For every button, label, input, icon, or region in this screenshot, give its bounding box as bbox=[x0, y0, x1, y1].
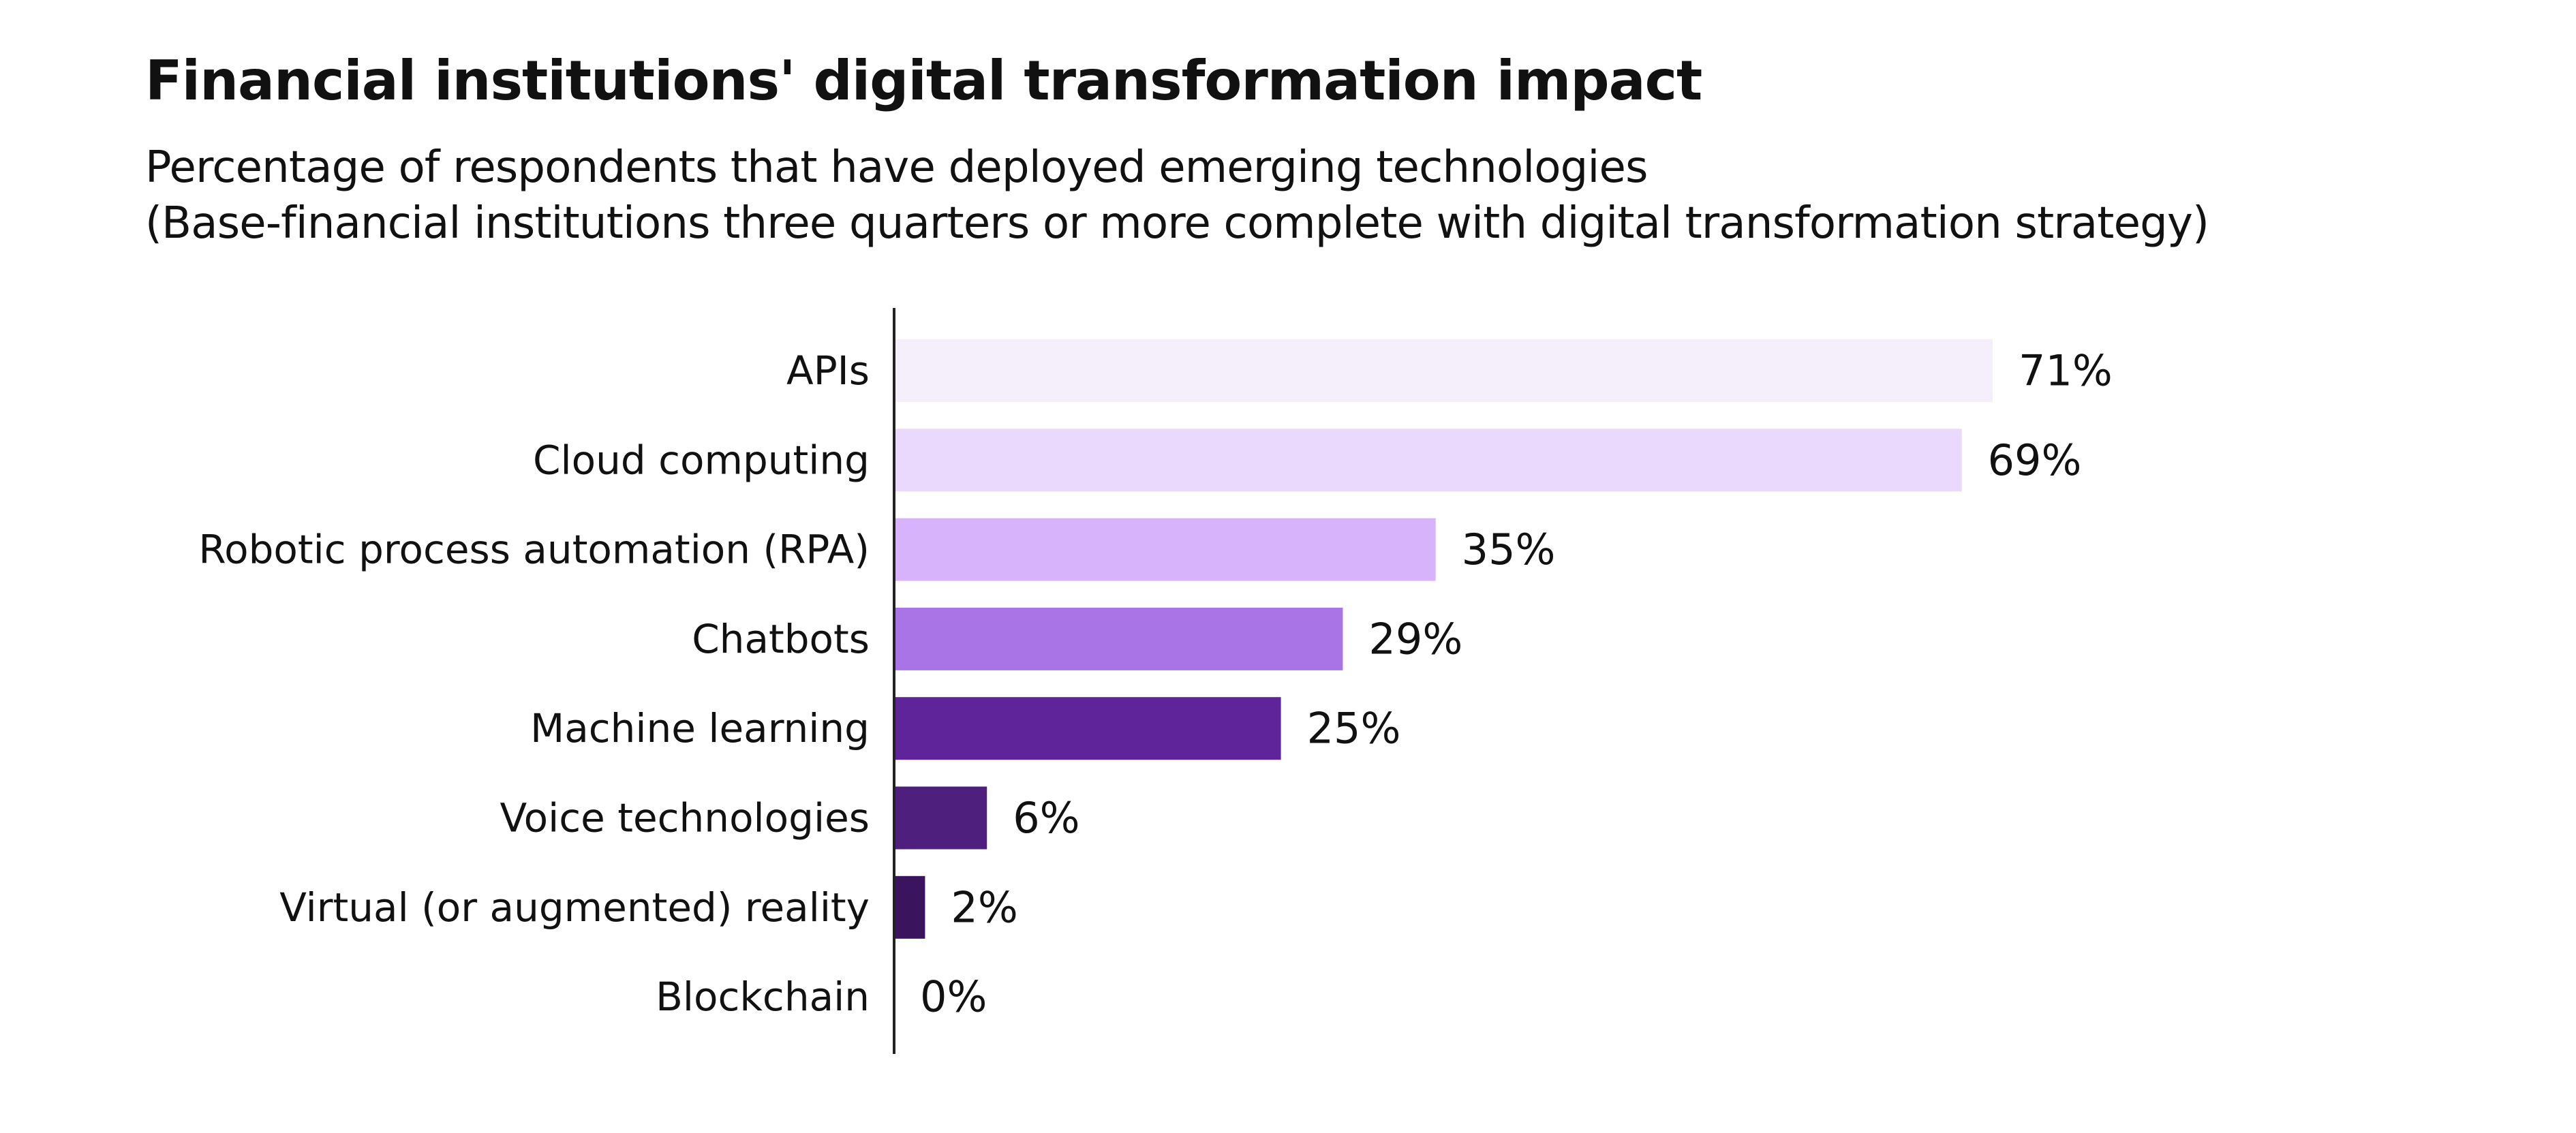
bar bbox=[894, 339, 1993, 402]
subtitle-line-1: Percentage of respondents that have depl… bbox=[145, 142, 1648, 193]
value-label: 2% bbox=[951, 882, 1017, 932]
bar bbox=[894, 429, 1962, 492]
category-label: Machine learning bbox=[530, 705, 870, 751]
value-label: 29% bbox=[1368, 614, 1462, 664]
category-label: APIs bbox=[786, 347, 870, 394]
category-label: Cloud computing bbox=[533, 437, 870, 483]
bar bbox=[894, 697, 1281, 760]
subtitle-line-2: (Base-financial institutions three quart… bbox=[145, 198, 2209, 249]
chart-title: Financial institutions' digital transfor… bbox=[145, 49, 1702, 112]
value-label: 71% bbox=[2019, 346, 2113, 396]
bar bbox=[894, 518, 1436, 581]
bar bbox=[894, 786, 987, 850]
bar bbox=[894, 875, 925, 939]
value-label: 69% bbox=[1988, 435, 2082, 485]
category-label: Chatbots bbox=[692, 616, 870, 662]
value-label: 25% bbox=[1307, 704, 1401, 754]
value-label: 35% bbox=[1462, 525, 1556, 574]
bar bbox=[894, 607, 1343, 670]
category-label: Voice technologies bbox=[500, 795, 870, 841]
value-label: 0% bbox=[920, 972, 987, 1022]
chart-subtitle: Percentage of respondents that have depl… bbox=[145, 140, 2209, 251]
category-label: Virtual (or augmented) reality bbox=[279, 884, 870, 931]
value-label: 6% bbox=[1013, 793, 1079, 843]
category-label: Blockchain bbox=[656, 974, 870, 1020]
category-label: Robotic process automation (RPA) bbox=[198, 527, 870, 573]
